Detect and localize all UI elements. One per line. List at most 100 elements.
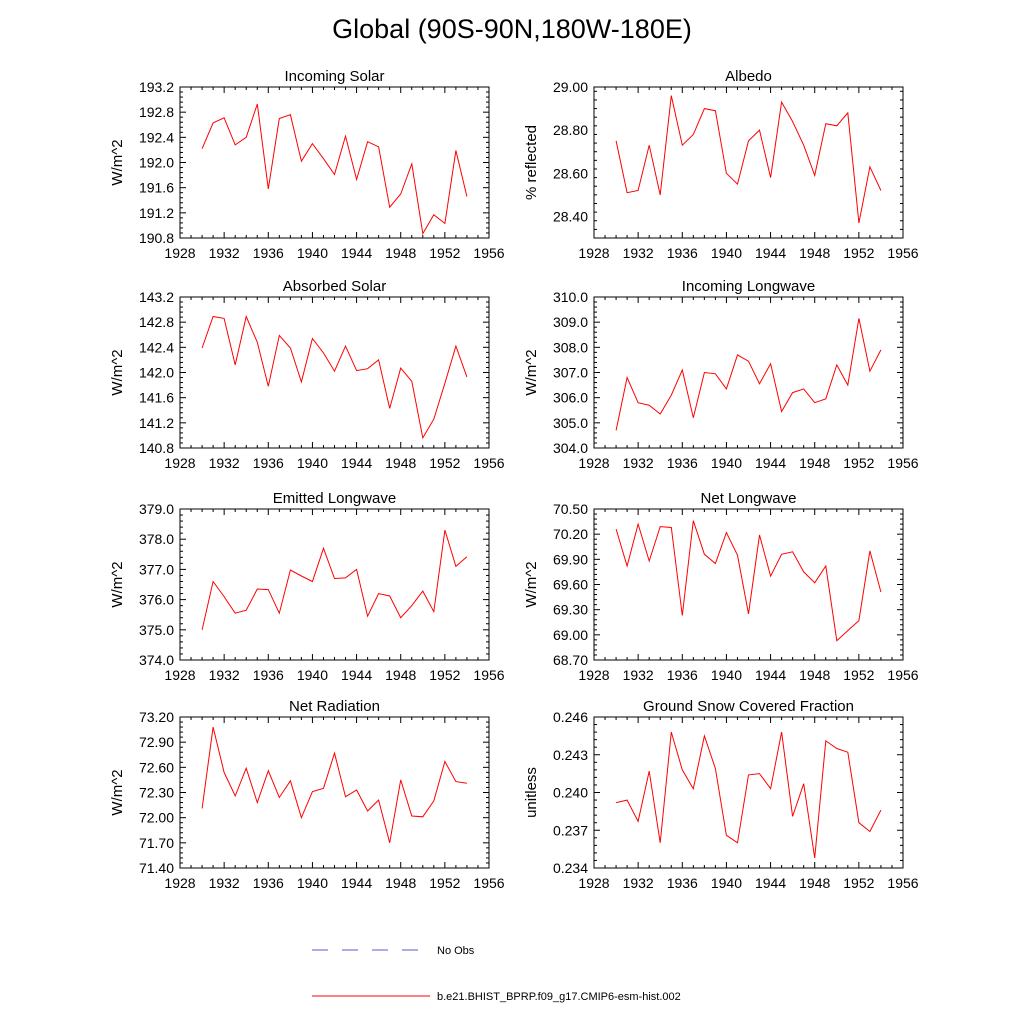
x-tick-label: 1944 — [341, 875, 372, 891]
y-tick-label: 0.237 — [553, 822, 588, 838]
data-point — [433, 800, 435, 802]
data-point — [422, 816, 424, 818]
data-point — [433, 418, 435, 420]
y-tick-label: 142.8 — [139, 314, 174, 330]
data-point — [400, 779, 402, 781]
y-tick-label: 28.80 — [553, 122, 588, 138]
x-tick-label: 1936 — [253, 875, 284, 891]
data-point — [212, 316, 214, 318]
data-point — [748, 140, 750, 142]
data-point — [411, 163, 413, 165]
data-point — [323, 352, 325, 354]
data-point — [378, 799, 380, 801]
series-line — [615, 318, 882, 431]
data-point — [792, 392, 794, 394]
x-tick-label: 1956 — [473, 245, 504, 261]
data-point — [256, 103, 258, 105]
data-point — [869, 166, 871, 168]
x-tick-label: 1928 — [164, 455, 195, 471]
data-point — [648, 144, 650, 146]
data-point — [748, 360, 750, 362]
data-point — [615, 802, 617, 804]
data-point — [869, 550, 871, 552]
y-tick-label: 190.8 — [139, 230, 174, 246]
y-tick-label: 140.8 — [139, 440, 174, 456]
series-line — [201, 726, 467, 843]
x-tick-label: 1948 — [385, 455, 416, 471]
data-point — [803, 144, 805, 146]
data-point — [279, 797, 281, 799]
data-point — [814, 582, 816, 584]
data-point — [659, 526, 661, 528]
data-point — [836, 364, 838, 366]
y-tick-label: 72.90 — [139, 734, 174, 750]
data-point — [356, 370, 358, 372]
panel-title: Net Radiation — [289, 698, 380, 715]
x-tick-label: 1936 — [667, 875, 698, 891]
data-point — [759, 383, 761, 385]
x-tick-label: 1952 — [843, 875, 874, 891]
x-tick-label: 1952 — [843, 245, 874, 261]
panel-title: Incoming Solar — [284, 68, 384, 85]
panel-5: Net Longwave W/m^2 1928 1932 1936 1940 1944 194… — [523, 490, 919, 683]
data-point — [869, 370, 871, 372]
x-tick-label: 1940 — [711, 875, 742, 891]
x-tick-label: 1944 — [341, 455, 372, 471]
panel-0: Incoming Solar W/m^2 1928 1932 1936 1940 1944 1… — [109, 68, 505, 261]
data-point — [847, 630, 849, 632]
x-tick-label: 1944 — [755, 875, 786, 891]
plot-frame — [179, 86, 490, 239]
data-point — [737, 554, 739, 556]
data-point — [212, 726, 214, 728]
y-tick-label: 191.2 — [139, 205, 174, 221]
y-tick-label: 69.60 — [553, 577, 588, 593]
data-point — [637, 402, 639, 404]
data-point — [267, 770, 269, 772]
data-point — [615, 430, 617, 432]
y-axis-label: W/m^2 — [523, 561, 540, 607]
panel-title: Incoming Longwave — [682, 278, 815, 295]
x-tick-label: 1932 — [623, 245, 654, 261]
data-point — [455, 566, 457, 568]
x-tick-label: 1936 — [253, 667, 284, 683]
data-point — [803, 571, 805, 573]
data-point — [814, 175, 816, 177]
data-point — [858, 318, 860, 320]
y-tick-label: 69.00 — [553, 627, 588, 643]
data-point — [389, 842, 391, 844]
y-axis-label: W/m^2 — [109, 139, 126, 185]
x-tick-label: 1936 — [667, 245, 698, 261]
x-tick-label: 1940 — [297, 245, 328, 261]
data-point — [334, 752, 336, 754]
data-point — [312, 791, 314, 793]
data-point — [770, 177, 772, 179]
data-point — [400, 617, 402, 619]
y-tick-label: 374.0 — [139, 652, 174, 668]
y-tick-label: 378.0 — [139, 531, 174, 547]
data-point — [212, 122, 214, 124]
y-tick-label: 70.20 — [553, 526, 588, 542]
data-point — [781, 731, 783, 733]
data-point — [245, 137, 247, 139]
y-tick-label: 307.0 — [553, 365, 588, 381]
data-point — [378, 593, 380, 595]
y-tick-label: 28.40 — [553, 208, 588, 224]
data-point — [356, 789, 358, 791]
y-tick-label: 0.246 — [553, 709, 588, 725]
data-point — [378, 146, 380, 148]
data-point — [312, 338, 314, 340]
data-point — [234, 795, 236, 797]
y-tick-label: 142.4 — [139, 339, 174, 355]
x-tick-label: 1928 — [578, 875, 609, 891]
data-point — [400, 193, 402, 195]
x-tick-label: 1932 — [209, 455, 240, 471]
data-point — [615, 528, 617, 530]
y-tick-label: 28.60 — [553, 165, 588, 181]
plot-frame — [593, 86, 904, 239]
data-point — [637, 523, 639, 525]
data-point — [781, 101, 783, 103]
data-point — [301, 817, 303, 819]
data-point — [693, 417, 695, 419]
x-tick-label: 1932 — [623, 875, 654, 891]
